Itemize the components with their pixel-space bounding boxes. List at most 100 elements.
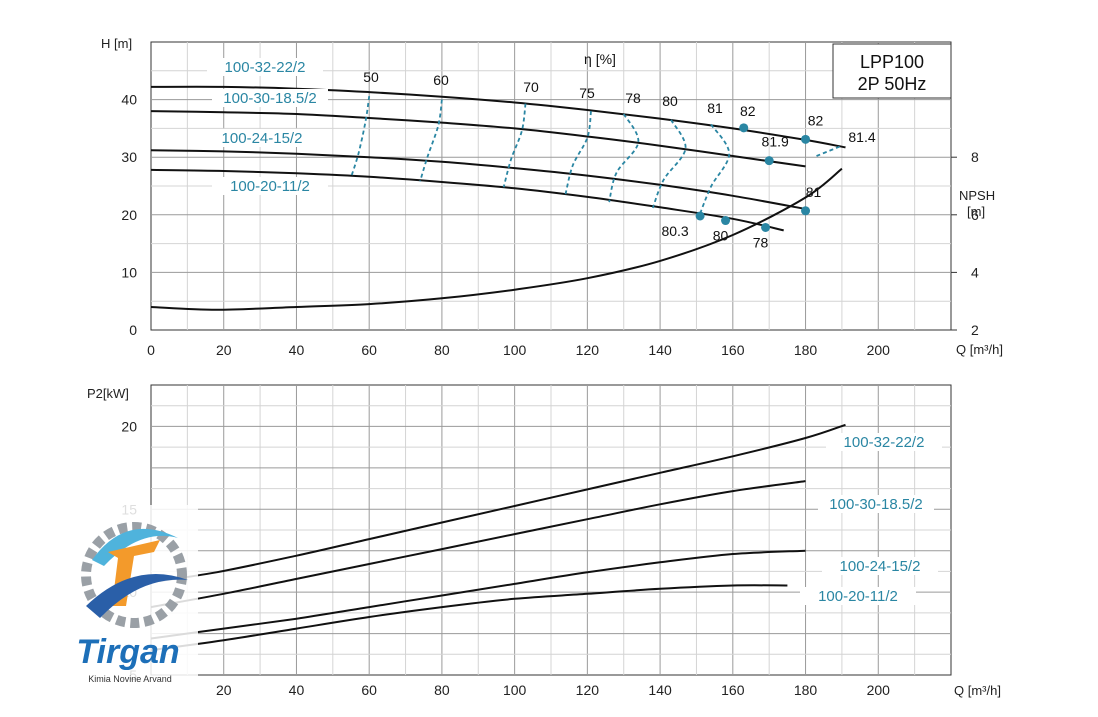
power-curve-label-bg — [826, 433, 942, 451]
power-chart-curves — [150, 423, 846, 652]
efficiency-point — [801, 134, 811, 144]
power-curve — [150, 480, 806, 609]
power-y-axis-label: P2[kW] — [87, 386, 129, 401]
power-x-tick-label: 100 — [503, 682, 527, 698]
power-curve-label: 100-30-18.5/2 — [829, 496, 922, 513]
npsh-tick-label: 2 — [971, 322, 979, 338]
power-x-tick-label: 20 — [216, 682, 232, 698]
head-x-tick-label: 140 — [648, 342, 672, 358]
power-x-tick-label: 160 — [721, 682, 745, 698]
head-x-tick-label: 60 — [361, 342, 377, 358]
efficiency-contour-label: 50 — [363, 69, 379, 85]
head-chart-curves — [150, 85, 846, 311]
power-x-tick-label: 180 — [794, 682, 818, 698]
efficiency-point-label: 81.9 — [762, 134, 789, 150]
efficiency-point-label: 80 — [713, 228, 729, 244]
efficiency-point — [761, 222, 771, 232]
npsh-axis-label: NPSH — [959, 188, 995, 203]
power-curve-label: 100-24-15/2 — [840, 558, 921, 575]
logo-tagline: Kimia Novine Arvand — [88, 674, 172, 684]
head-curve-label-bg — [212, 177, 328, 195]
head-x-tick-label: 120 — [576, 342, 600, 358]
power-x-axis-label: Q [m³/h] — [954, 683, 1001, 698]
npsh-curve — [150, 167, 843, 311]
power-curve-label: 100-32-22/2 — [844, 434, 925, 451]
power-curve — [150, 584, 788, 652]
head-curve — [150, 149, 806, 210]
power-curve — [150, 423, 846, 584]
head-x-axis-label: Q [m³/h] — [956, 342, 1003, 357]
power-x-tick-label: 80 — [434, 682, 450, 698]
power-x-tick-label: 140 — [648, 682, 672, 698]
efficiency-contour-label: 70 — [523, 79, 539, 95]
power-x-tick-label: 60 — [361, 682, 377, 698]
head-x-tick-label: 0 — [147, 342, 155, 358]
head-x-tick-label: 200 — [867, 342, 891, 358]
efficiency-point — [801, 206, 811, 216]
head-chart-labels: 0 20 40 60 80 100 120 140 160 180 200 0 10 20 30 40 2 4 6 8… — [101, 36, 1003, 358]
power-curve-label-bg — [818, 495, 934, 513]
efficiency-point — [721, 216, 731, 226]
npsh-axis-unit: [m] — [967, 204, 985, 219]
head-curve-label-bg — [212, 89, 328, 107]
head-curve-label-bg — [204, 129, 320, 147]
power-x-tick-label: 120 — [576, 682, 600, 698]
head-x-tick-label: 100 — [503, 342, 527, 358]
efficiency-contour-label: 78 — [625, 90, 641, 106]
efficiency-contour — [350, 95, 371, 178]
efficiency-contour — [502, 103, 527, 188]
head-y-tick-label: 0 — [129, 322, 137, 338]
efficiency-point-label: 82 — [740, 103, 756, 119]
gear-icon — [81, 522, 187, 628]
efficiency-point-label: 82 — [808, 112, 824, 128]
efficiency-point-label: 78 — [753, 234, 769, 250]
efficiency-contour — [564, 110, 592, 195]
head-x-tick-label: 40 — [289, 342, 305, 358]
efficiency-point — [739, 123, 749, 133]
efficiency-contour-label: 75 — [579, 85, 595, 101]
power-chart-grid — [150, 384, 952, 676]
efficiency-point — [695, 211, 705, 221]
efficiency-contour-label: 60 — [433, 72, 449, 88]
model-title-box — [832, 43, 952, 99]
power-y-tick-label: 20 — [121, 418, 137, 434]
model-subtitle: 2P 50Hz — [858, 74, 927, 94]
head-y-tick-label: 40 — [121, 92, 137, 108]
tirgan-logo: Tirgan Kimia Novine Arvand — [66, 505, 198, 685]
efficiency-contour-label: 81 — [707, 100, 723, 116]
efficiency-contour-label: 80 — [662, 93, 678, 109]
power-curve-label-bg — [800, 587, 916, 605]
head-curve — [150, 110, 806, 168]
head-curve — [150, 168, 784, 232]
logo-wave-icon — [92, 528, 178, 566]
efficiency-contour-label: 81.4 — [848, 129, 875, 145]
power-curve-label: 100-20-11/2 — [818, 588, 898, 605]
efficiency-axis-label: η [%] — [584, 51, 616, 67]
efficiency-contour — [651, 119, 687, 209]
head-x-tick-label: 80 — [434, 342, 450, 358]
head-curve-label: 100-32-22/2 — [225, 59, 306, 76]
head-y-axis-label: H [m] — [101, 36, 132, 51]
npsh-tick-label: 8 — [971, 149, 979, 165]
head-y-tick-label: 10 — [121, 264, 137, 280]
efficiency-contour — [816, 144, 843, 157]
head-x-tick-label: 180 — [794, 342, 818, 358]
power-x-tick-label: 200 — [867, 682, 891, 698]
efficiency-contour — [699, 123, 731, 214]
power-curve-label-bg — [822, 557, 938, 575]
head-curve — [150, 85, 846, 149]
npsh-tick-label: 6 — [971, 207, 979, 223]
efficiency-contour — [608, 113, 640, 203]
npsh-tick-label: 4 — [971, 264, 979, 280]
head-y-tick-label: 30 — [121, 149, 137, 165]
head-curve-label: 100-30-18.5/2 — [223, 90, 316, 107]
head-x-tick-label: 160 — [721, 342, 745, 358]
efficiency-point — [764, 156, 774, 166]
logo-wordmark: Tirgan — [76, 633, 179, 671]
efficiency-point-label: 81 — [806, 184, 822, 200]
head-curve-label: 100-24-15/2 — [222, 130, 303, 147]
efficiency-contour — [419, 99, 443, 182]
power-x-tick-label: 40 — [289, 682, 305, 698]
head-curve-label: 100-20-11/2 — [230, 178, 310, 195]
